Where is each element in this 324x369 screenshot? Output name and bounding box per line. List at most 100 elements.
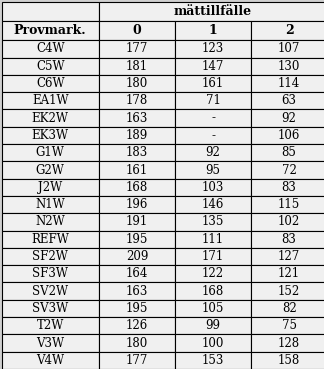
Text: 107: 107 (278, 42, 300, 55)
Bar (2, 40, 99, 58)
Text: 102: 102 (278, 215, 300, 228)
Bar (99, 334, 175, 352)
Bar (2, 92, 99, 110)
Text: 163: 163 (126, 111, 148, 125)
Text: 106: 106 (278, 129, 300, 142)
Text: EK3W: EK3W (32, 129, 69, 142)
Text: 2: 2 (285, 24, 294, 37)
Text: C6W: C6W (36, 77, 64, 90)
Bar (251, 300, 324, 317)
Bar (2, 75, 99, 92)
Bar (251, 196, 324, 213)
Text: 161: 161 (126, 163, 148, 176)
Bar (99, 213, 175, 231)
Bar (175, 161, 251, 179)
Text: 92: 92 (282, 111, 296, 125)
Text: 209: 209 (126, 250, 148, 263)
Text: 183: 183 (126, 146, 148, 159)
Bar (175, 300, 251, 317)
Bar (99, 352, 175, 369)
Bar (175, 21, 251, 40)
Bar (2, 265, 99, 283)
Bar (175, 40, 251, 58)
Text: 127: 127 (278, 250, 300, 263)
Bar (2, 58, 99, 75)
Text: 164: 164 (126, 267, 148, 280)
Text: Provmark.: Provmark. (14, 24, 87, 37)
Text: 92: 92 (206, 146, 220, 159)
Text: -: - (211, 111, 215, 125)
Text: T2W: T2W (37, 319, 64, 332)
Bar (99, 92, 175, 110)
Text: 191: 191 (126, 215, 148, 228)
Text: J2W: J2W (38, 181, 62, 194)
Bar (99, 58, 175, 75)
Text: 114: 114 (278, 77, 300, 90)
Text: V4W: V4W (36, 354, 64, 367)
Bar (175, 92, 251, 110)
Text: V3W: V3W (36, 337, 64, 349)
Text: 195: 195 (126, 302, 148, 315)
Bar (251, 231, 324, 248)
Bar (175, 334, 251, 352)
Text: C5W: C5W (36, 60, 64, 73)
Text: 195: 195 (126, 233, 148, 246)
Text: 83: 83 (282, 233, 296, 246)
Bar (99, 127, 175, 144)
Bar (2, 196, 99, 213)
Text: 168: 168 (202, 284, 224, 298)
Text: 181: 181 (126, 60, 148, 73)
Text: 178: 178 (126, 94, 148, 107)
Bar (2, 283, 99, 300)
Text: EA1W: EA1W (32, 94, 69, 107)
Text: 71: 71 (206, 94, 220, 107)
Text: N1W: N1W (35, 198, 65, 211)
Text: 177: 177 (126, 42, 148, 55)
Bar (175, 248, 251, 265)
Bar (2, 248, 99, 265)
Bar (175, 110, 251, 127)
Bar (99, 179, 175, 196)
Bar (2, 300, 99, 317)
Text: 75: 75 (282, 319, 297, 332)
Text: 152: 152 (278, 284, 300, 298)
Bar (2, 110, 99, 127)
Text: 121: 121 (278, 267, 300, 280)
Bar (251, 21, 324, 40)
Text: 0: 0 (133, 24, 141, 37)
Bar (251, 75, 324, 92)
Text: 196: 196 (126, 198, 148, 211)
Bar (251, 265, 324, 283)
Text: 189: 189 (126, 129, 148, 142)
Bar (2, 317, 99, 334)
Text: 161: 161 (202, 77, 224, 90)
Bar (2, 179, 99, 196)
Bar (99, 300, 175, 317)
Bar (175, 75, 251, 92)
Text: -: - (211, 129, 215, 142)
Text: 153: 153 (202, 354, 224, 367)
Bar (2, 144, 99, 161)
Bar (99, 317, 175, 334)
Text: 1: 1 (209, 24, 217, 37)
Text: 99: 99 (205, 319, 221, 332)
Text: 146: 146 (202, 198, 224, 211)
Bar (251, 92, 324, 110)
Bar (175, 127, 251, 144)
Text: 95: 95 (205, 163, 221, 176)
Text: 128: 128 (278, 337, 300, 349)
Bar (251, 161, 324, 179)
Bar (99, 161, 175, 179)
Text: SV2W: SV2W (32, 284, 68, 298)
Bar (99, 110, 175, 127)
Bar (99, 144, 175, 161)
Bar (251, 213, 324, 231)
Bar (175, 265, 251, 283)
Bar (2, 352, 99, 369)
Text: 111: 111 (202, 233, 224, 246)
Bar (251, 179, 324, 196)
Text: 158: 158 (278, 354, 300, 367)
Bar (251, 283, 324, 300)
Bar (2, 161, 99, 179)
Bar (251, 248, 324, 265)
